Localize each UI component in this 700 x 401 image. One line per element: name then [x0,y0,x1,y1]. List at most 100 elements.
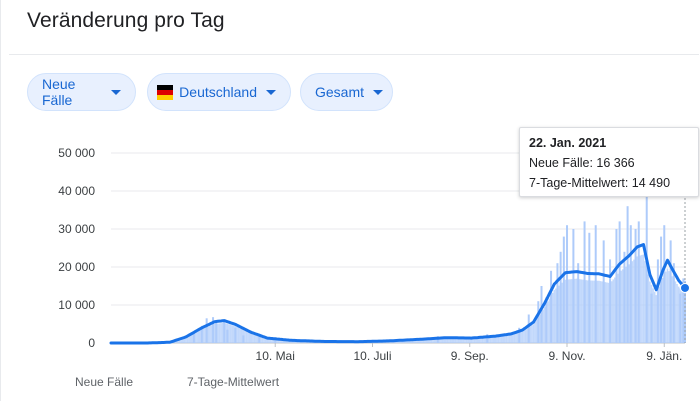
bar [244,330,246,343]
bar [677,286,680,343]
bar [645,267,648,343]
bar [465,338,468,343]
bar [594,280,597,343]
tooltip-cases: Neue Fälle: 16 366 [529,156,635,170]
bar [641,254,643,343]
bar [658,286,661,343]
bar [547,301,549,343]
bar [647,274,650,343]
bar [451,338,454,343]
period-dropdown-label: Gesamt [315,84,365,100]
bar [607,282,610,343]
bar [478,337,481,343]
region-dropdown-label: Deutschland [179,84,257,100]
bar [261,337,264,343]
axis-labels: 0 10 000 20 000 30 000 40 000 50 000 10. Mai 10… [58,146,682,363]
x-tick-label: 9. Nov. [548,349,585,363]
bar [427,339,430,343]
legend-cases[interactable]: Neue Fälle [75,375,134,389]
bar [210,325,213,343]
bar [232,325,235,343]
bar [582,279,584,343]
bar [449,338,452,343]
bar [403,340,406,343]
bar [545,304,548,343]
bar [564,279,567,343]
bar [492,336,495,343]
bar [231,325,233,343]
bar [681,290,683,343]
bar [529,326,532,343]
bar [237,327,240,343]
bar [515,333,517,343]
bar [569,279,571,343]
bar [287,340,289,343]
y-tick-label: 30 000 [58,222,95,236]
bar [555,288,557,343]
bar [673,278,675,343]
bar [639,255,642,343]
bar [491,337,493,343]
bar [614,277,616,343]
bar [411,340,414,343]
bar [599,281,602,343]
legend-average[interactable]: 7-Tage-Mittelwert [187,375,280,389]
bar [583,279,586,343]
bar [566,279,568,343]
bar [255,334,257,343]
metric-dropdown[interactable]: Neue Fälle [27,73,136,111]
bar [260,336,262,343]
bar [483,337,485,343]
bar [649,281,651,343]
y-tick-label: 10 000 [58,298,95,312]
bar [601,281,603,343]
bar [258,335,261,343]
bar [567,279,570,343]
bar [476,338,479,343]
bar [496,336,498,343]
bar [464,338,466,343]
region-dropdown[interactable]: Deutschland [147,73,291,111]
bar [280,339,283,343]
bar [558,285,560,343]
bar [516,332,519,343]
bar [642,254,645,343]
bar [518,332,520,343]
bar [620,270,623,343]
bar [535,319,538,343]
bar [489,337,492,343]
bar [532,324,535,343]
bar [462,338,465,343]
bar [225,323,227,343]
metric-dropdown-label: Neue Fälle [42,76,76,108]
bar [215,323,218,343]
bar [456,338,458,343]
x-tick-label: 10. Juli [353,349,391,363]
period-dropdown[interactable]: Gesamt [300,73,393,111]
bar [512,334,514,343]
bar [655,295,658,343]
bars-layer [170,194,686,343]
bar [416,339,418,343]
bar [453,338,455,343]
bar [481,337,484,343]
bar [213,323,216,343]
bar [264,338,267,343]
y-tick-label: 20 000 [58,260,95,274]
average-line-layer [109,198,690,345]
bar [585,280,587,343]
bar [221,322,224,343]
bar [419,339,422,343]
bar [437,338,439,343]
bar [268,338,270,343]
bar [207,326,210,343]
bar [524,329,527,343]
bar [588,280,591,343]
bar [277,339,280,343]
bar [669,273,672,343]
bar [618,271,621,343]
bar [556,287,559,343]
bar [239,328,241,343]
bar [580,279,583,343]
